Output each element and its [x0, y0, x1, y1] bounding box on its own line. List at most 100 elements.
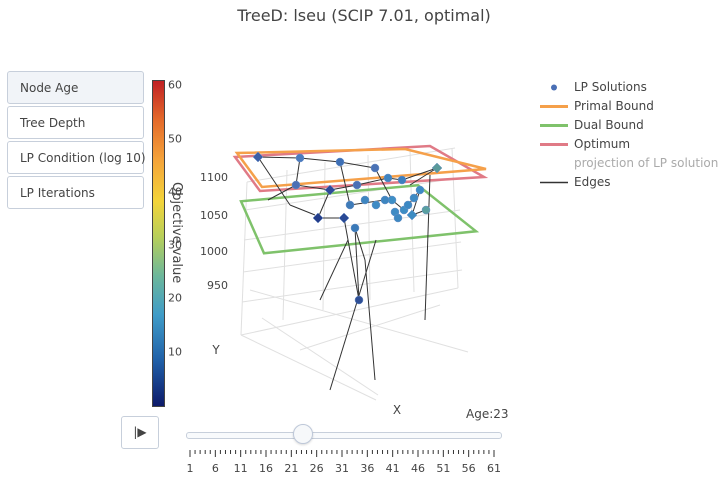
tree-edge [295, 157, 301, 186]
tree-edge [317, 189, 331, 219]
tree-edge [424, 174, 431, 321]
tree-edge [411, 189, 421, 216]
lp-solution-point[interactable] [406, 209, 418, 221]
slider-tick-label: 56 [462, 462, 476, 475]
lp-solution-point[interactable] [370, 163, 380, 173]
slider-tick-label: 1 [187, 462, 194, 475]
tree-edge [257, 156, 291, 206]
lp-solution-point[interactable] [431, 162, 443, 174]
tree-edge [364, 259, 376, 381]
lp-solution-point[interactable] [421, 205, 431, 215]
chart-title: TreeD: lseu (SCIP 7.01, optimal) [237, 6, 491, 25]
menu-button-lp-iterations[interactable]: LP Iterations [7, 176, 144, 209]
lp-solution-point[interactable] [383, 173, 393, 183]
tree-edge [356, 177, 389, 186]
grid-line [240, 181, 248, 336]
tree-edge [409, 167, 438, 186]
legend-item[interactable]: Dual Bound [540, 116, 718, 135]
slider-tick-label: 51 [436, 462, 450, 475]
legend-label: projection of LP solutions [574, 156, 718, 170]
slider-ticks: 1 6 11 16 21 26 31 36 41 46 51 56 61 [187, 450, 500, 475]
lp-solution-point[interactable] [335, 157, 345, 167]
legend-label: Optimum [574, 137, 631, 151]
slider-handle[interactable] [293, 424, 314, 444]
tree-edge [329, 239, 377, 391]
lp-solution-point[interactable] [354, 295, 364, 305]
lp-solution-point[interactable] [295, 153, 305, 163]
colorbar: 60 50 40 30 20 10 [150, 78, 210, 408]
grid-line [451, 147, 459, 289]
lp-solution-point[interactable] [312, 212, 324, 224]
slider-tick-label: 41 [386, 462, 400, 475]
grid-line [282, 169, 288, 321]
dual-bound-plane [239, 183, 480, 255]
lp-solution-point[interactable] [397, 175, 407, 185]
colorbar-tick-label: 40 [168, 185, 182, 199]
grid-line [409, 149, 415, 293]
slider-tick-label: 61 [487, 462, 500, 475]
grid-line [261, 317, 379, 396]
lp-solution-point[interactable] [371, 200, 381, 210]
tree-edge [295, 184, 331, 191]
lp-solution-point[interactable] [352, 180, 362, 190]
lp-solution-point[interactable] [338, 212, 350, 224]
legend-label: Primal Bound [574, 99, 654, 113]
lp-solution-point[interactable] [291, 180, 301, 190]
lp-solution-point[interactable] [350, 223, 360, 233]
legend-label: Edges [574, 175, 611, 189]
grid-line [242, 241, 462, 273]
colorbar-tick-label: 50 [168, 132, 182, 146]
colorbar-tick-label: 10 [168, 345, 182, 359]
lp-solution-point[interactable] [403, 200, 413, 210]
grid-line [240, 287, 459, 336]
color-mode-menu: Node Age Tree Depth LP Condition (log 10… [7, 71, 146, 211]
tree-edge [339, 161, 351, 206]
tree-edge [289, 204, 316, 216]
tree-edge [319, 239, 349, 301]
legend-item[interactable]: Optimum [540, 135, 718, 154]
lp-solution-point[interactable] [393, 213, 403, 223]
slider-tick-label: 21 [284, 462, 298, 475]
lp-solution-point[interactable] [345, 200, 355, 210]
legend-item[interactable]: projection of LP solutions [540, 154, 718, 173]
slider-tick-label: 26 [310, 462, 324, 475]
grid-line [367, 154, 371, 301]
z-tick-label: 950 [207, 279, 228, 292]
lp-solution-point[interactable] [380, 195, 390, 205]
legend-item[interactable]: LP Solutions [540, 78, 718, 97]
colorbar-tick-label: 30 [168, 238, 182, 252]
slider-tick-label: 31 [335, 462, 349, 475]
colorbar-tick-label: 20 [168, 291, 182, 305]
grid-line [244, 177, 459, 211]
slider-tick-label: 46 [411, 462, 425, 475]
slider-current-label: Age:23 [466, 407, 509, 421]
lp-solution-point[interactable] [409, 193, 419, 203]
legend-item[interactable]: Edges [540, 173, 718, 192]
tree-edge [401, 167, 438, 181]
tree-edge [354, 227, 360, 301]
slider-tick-label: 36 [360, 462, 374, 475]
grid-line [240, 334, 377, 401]
grid-line [249, 289, 469, 353]
lp-solution-point[interactable] [415, 185, 425, 195]
legend-item[interactable]: Primal Bound [540, 97, 718, 116]
slider-track[interactable] [186, 432, 502, 439]
grid-line [241, 269, 463, 303]
tree-edge [257, 156, 301, 159]
grid-line [322, 161, 326, 311]
slider-tick-label: 6 [212, 462, 219, 475]
menu-button-tree-depth[interactable]: Tree Depth [7, 106, 144, 139]
tree-edge [354, 227, 366, 261]
play-button[interactable]: |▶ [121, 416, 159, 449]
menu-button-node-age[interactable]: Node Age [7, 71, 144, 104]
colorbar-tick-label: 60 [168, 78, 182, 92]
colorbar-gradient [152, 80, 165, 407]
menu-button-lp-condition[interactable]: LP Condition (log 10) [7, 141, 146, 174]
legend: LP Solutions Primal Bound Dual Bound Optimu… [540, 78, 718, 192]
lp-solution-point[interactable] [360, 195, 370, 205]
tree-edge [374, 167, 393, 201]
lp-solution-point[interactable] [252, 151, 264, 163]
z-tick-label: 1050 [200, 209, 228, 222]
lp-solution-point[interactable] [324, 184, 336, 196]
